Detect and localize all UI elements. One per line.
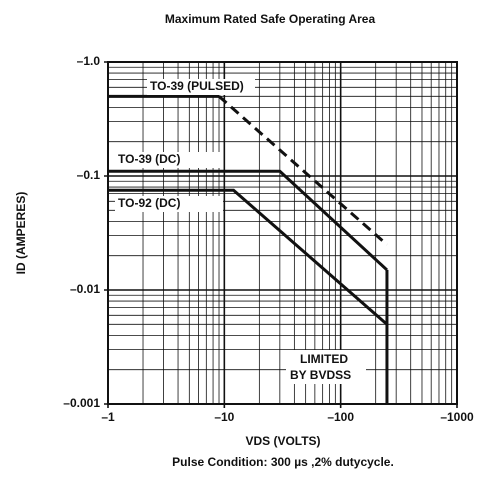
label-background (115, 196, 223, 212)
x-tick-label: –100 (327, 410, 354, 424)
chart-title: Maximum Rated Safe Operating Area (165, 12, 376, 26)
y-tick-label: –1.0 (77, 54, 101, 68)
annotation: LIMITED (300, 352, 348, 366)
x-axis-label: VDS (VOLTS) (245, 434, 320, 448)
x-tick-label: –1 (101, 410, 115, 424)
series-label: TO-92 (DC) (118, 196, 180, 210)
series-line (218, 95, 388, 246)
annotation: BY BVDSS (290, 368, 351, 382)
label-background (147, 79, 255, 95)
series-label: TO-39 (DC) (118, 152, 180, 166)
annotation-background (286, 350, 366, 384)
y-tick-label: –0.1 (77, 168, 101, 182)
footnote: Pulse Condition: 300 µs ,2% dutycycle. (172, 455, 394, 469)
series-label: TO-39 (PULSED) (150, 79, 244, 93)
x-tick-label: –10 (214, 410, 234, 424)
x-tick-label: –1000 (440, 410, 474, 424)
series-line (108, 188, 388, 326)
y-tick-label: –0.001 (63, 396, 100, 410)
plot-frame (107, 61, 458, 405)
label-background (115, 152, 223, 168)
series-line (108, 169, 388, 272)
y-tick-label: –0.01 (70, 282, 100, 296)
y-axis-label: ID (AMPERES) (14, 192, 28, 275)
